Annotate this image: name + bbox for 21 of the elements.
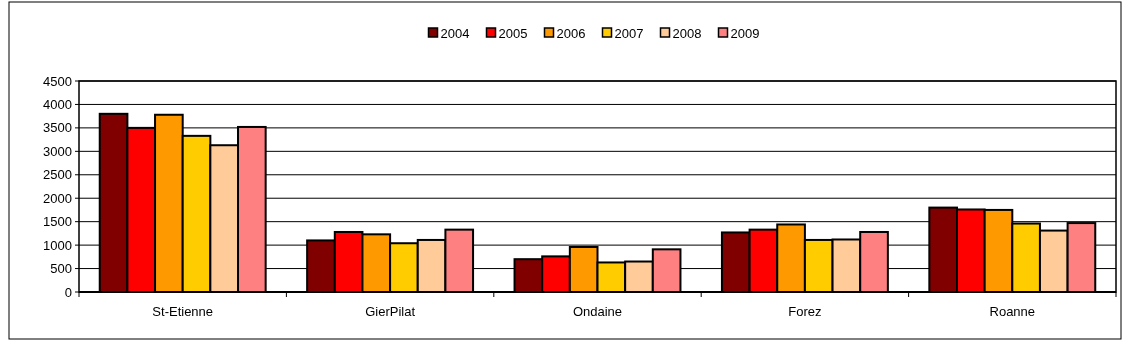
legend-label: 2006 [556, 25, 586, 41]
legend-label: 2005 [498, 25, 528, 41]
x-tick-label: GierPilat [365, 304, 416, 319]
legend-label: 2004 [440, 25, 470, 41]
y-tick-label: 3500 [43, 120, 72, 136]
legend-label: 2008 [672, 25, 702, 41]
y-tick-label: 0 [64, 284, 72, 300]
y-tick-label: 3000 [43, 143, 72, 159]
y-tick-label: 500 [50, 261, 72, 277]
y-tick-label: 2000 [43, 190, 72, 206]
y-tick-label: 4000 [43, 96, 72, 112]
legend-label: 2007 [614, 25, 644, 41]
x-tick-label: Roanne [989, 304, 1036, 319]
y-tick-label: 1500 [43, 214, 72, 230]
x-tick-label: Forez [788, 304, 822, 319]
x-tick-label: Ondaine [572, 304, 623, 319]
legend-label: 2009 [730, 25, 760, 41]
y-tick-label: 1000 [43, 237, 72, 253]
y-tick-label: 2500 [43, 167, 72, 183]
y-tick-label: 4500 [43, 73, 72, 89]
x-tick-label: St-Etienne [152, 304, 214, 319]
